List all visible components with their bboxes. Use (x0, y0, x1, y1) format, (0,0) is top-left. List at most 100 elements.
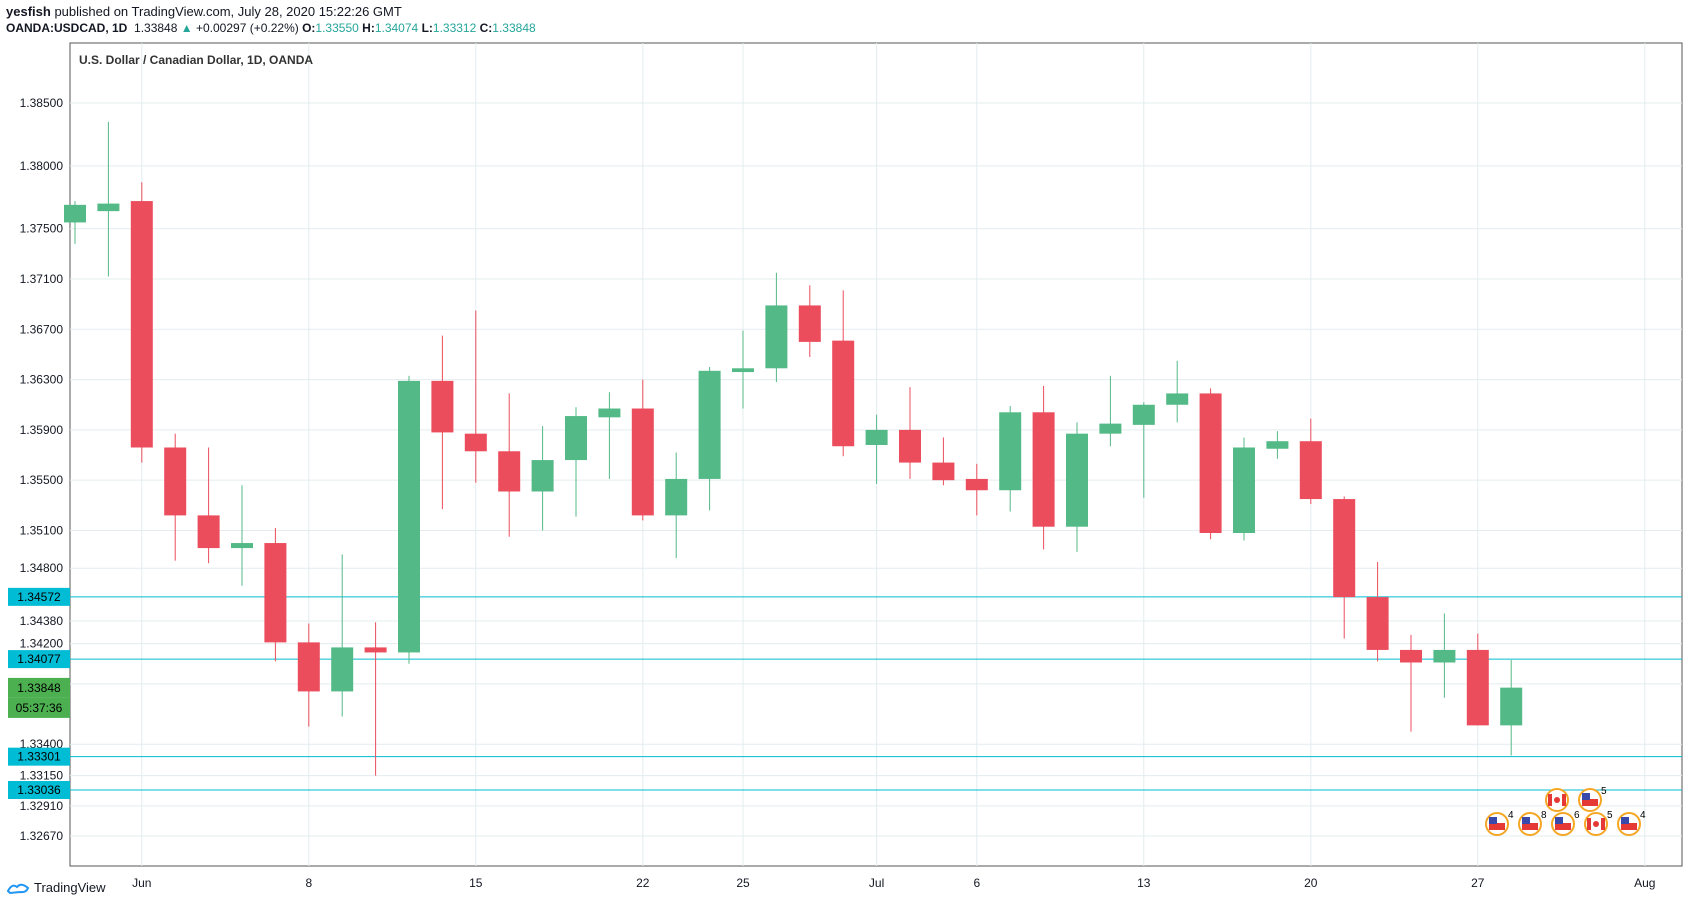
hline-price-label: 1.33036 (17, 783, 61, 797)
flag-stripes (1489, 823, 1505, 830)
x-tick-label: 20 (1304, 876, 1318, 890)
flag-canton (1522, 817, 1530, 824)
event-count: 8 (1541, 810, 1547, 821)
candle-body (865, 429, 888, 445)
price-change: +0.00297 (+0.22%) (195, 21, 299, 35)
high-label: H: (362, 21, 375, 35)
y-tick-label: 1.35900 (20, 423, 64, 437)
last-price-tag (8, 677, 70, 698)
x-tick-label: 22 (636, 876, 650, 890)
candle-body (164, 447, 187, 516)
y-tick-label: 1.38500 (20, 96, 64, 110)
candle-body (231, 543, 253, 549)
hline-price-label: 1.34077 (17, 652, 61, 666)
candle-body (798, 305, 821, 342)
candle-body (1166, 393, 1189, 405)
flag-canton (1621, 817, 1629, 824)
candle-body (431, 380, 454, 433)
candle-body (1266, 441, 1289, 449)
candle-body (1299, 441, 1322, 500)
hline-price-label: 1.33301 (17, 750, 61, 764)
candle-body (765, 305, 788, 369)
y-tick-label: 1.32670 (20, 829, 64, 843)
hline-price-tag (8, 747, 70, 766)
brand-name[interactable]: TradingView (34, 880, 106, 895)
flag-band (1601, 818, 1605, 830)
candle-body (64, 204, 86, 223)
flag-band (1562, 794, 1566, 806)
candle-body (565, 416, 587, 461)
y-tick-label: 1.32910 (20, 799, 64, 813)
close-value: 1.33848 (492, 21, 536, 35)
y-tick-label: 1.35500 (20, 473, 64, 487)
hline-price-tag (8, 650, 70, 669)
y-tick-label: 1.34380 (20, 614, 64, 628)
x-tick-label: Aug (1634, 876, 1655, 890)
y-tick-label: 1.36700 (20, 322, 64, 336)
candle-body (1500, 687, 1523, 726)
x-tick-label: 6 (973, 876, 980, 890)
y-tick-label: 1.35100 (20, 523, 64, 537)
candle-body (297, 642, 320, 692)
x-tick-label: 8 (305, 876, 312, 890)
candle-body (965, 478, 988, 491)
x-tick-label: 15 (469, 876, 483, 890)
low-value: 1.33312 (432, 21, 477, 35)
candle-body (264, 543, 287, 643)
close-label: C: (479, 21, 493, 35)
candle-body (464, 433, 487, 452)
plot-area (69, 42, 1683, 867)
last-price: 1.33848 (134, 21, 178, 35)
y-tick-label: 1.36300 (20, 373, 64, 387)
candle-body (498, 451, 521, 492)
candle-body (832, 340, 855, 447)
candle-body (331, 647, 354, 692)
flag-canton (1582, 793, 1590, 800)
publish-info: published on TradingView.com, July 28, 2… (54, 4, 402, 19)
symbol-line: OANDA:USDCAD, 1D 1.33848 ▲ +0.00297 (+0.… (6, 21, 536, 35)
hline-price-tag (8, 780, 70, 799)
event-count: 4 (1640, 810, 1646, 821)
event-count: 4 (1508, 810, 1514, 821)
symbol-name: OANDA:USDCAD, 1D (6, 21, 128, 35)
high-value: 1.34074 (374, 21, 419, 35)
candle-body (1233, 447, 1255, 533)
candle-body (197, 515, 220, 549)
hline-price-tag (8, 587, 70, 606)
flag-stripes (1621, 823, 1637, 830)
publish-line: yesfish published on TradingView.com, Ju… (6, 4, 402, 19)
y-tick-label: 1.33150 (20, 769, 64, 783)
tradingview-logo-icon (6, 883, 30, 894)
countdown-label: 05:37:36 (16, 701, 63, 715)
event-count: 5 (1607, 810, 1613, 821)
x-tick-label: Jun (132, 876, 151, 890)
author-name[interactable]: yesfish (6, 4, 51, 19)
flag-canton (1489, 817, 1497, 824)
flag-stripes (1522, 823, 1538, 830)
candle-body (1433, 649, 1456, 663)
x-tick-label: 27 (1471, 876, 1485, 890)
candle-body (130, 201, 153, 448)
flag-band (1587, 818, 1591, 830)
candle-body (1400, 649, 1422, 663)
y-tick-label: 1.38000 (20, 159, 64, 173)
candle-body (1466, 649, 1489, 726)
hline-price-label: 1.34572 (17, 590, 61, 604)
candle-body (364, 647, 387, 653)
x-tick-label: Jul (869, 876, 884, 890)
candle-body (732, 368, 754, 373)
last-price-label: 1.33848 (17, 681, 61, 695)
flag-stripes (1555, 823, 1571, 830)
low-label: L: (421, 21, 433, 35)
open-value: 1.33550 (315, 21, 359, 35)
y-tick-label: 1.37500 (20, 222, 64, 236)
candle-body (1366, 597, 1389, 650)
footer: TradingView (6, 880, 106, 895)
chart-title: U.S. Dollar / Canadian Dollar, 1D, OANDA (79, 53, 313, 67)
candle-body (1333, 499, 1356, 598)
candle-body (1032, 412, 1055, 527)
candle-body (899, 429, 921, 463)
countdown-tag (8, 697, 70, 718)
event-count: 5 (1601, 786, 1607, 797)
